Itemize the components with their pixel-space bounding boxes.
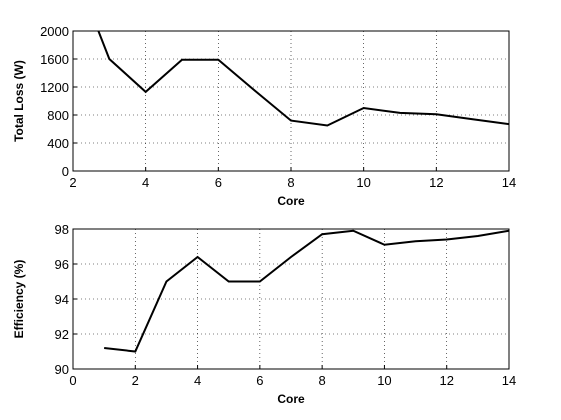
y-tick-label: 94 <box>55 292 69 307</box>
x-tick-label: 4 <box>142 175 149 190</box>
y-tick-label: 400 <box>47 136 69 151</box>
axes: 2 4 6 8 10 12 14 0 400 800 1200 1600 2000 Core Total L… <box>12 24 516 208</box>
x-tick-label: 0 <box>69 373 76 388</box>
x-tick-label: 8 <box>319 373 326 388</box>
y-tick-label: 2000 <box>40 24 69 39</box>
x-tick-label: 6 <box>215 175 222 190</box>
y-tick-label: 92 <box>55 327 69 342</box>
x-tick-label: 8 <box>287 175 294 190</box>
x-tick-label: 2 <box>132 373 139 388</box>
y-tick-label: 90 <box>55 362 69 377</box>
y-tick-label: 98 <box>55 222 69 237</box>
axes: 0 2 4 6 8 10 12 14 90 92 94 96 98 Core Efficiency (%) <box>12 222 516 406</box>
y-tick-label: 800 <box>47 108 69 123</box>
axes-box <box>72 30 510 172</box>
y-tick-label: 0 <box>62 164 69 179</box>
x-tick-label: 14 <box>502 175 516 190</box>
y-tick-label: 1600 <box>40 52 69 67</box>
x-tick-label: 12 <box>439 373 453 388</box>
y-tick-label: 96 <box>55 257 69 272</box>
axes-box <box>72 228 510 370</box>
data-line <box>104 229 509 353</box>
x-tick-label: 2 <box>69 175 76 190</box>
x-tick-label: 14 <box>502 373 516 388</box>
x-tick-label: 6 <box>256 373 263 388</box>
y-axis-label: Total Loss (W) <box>12 60 26 142</box>
y-axis-label: Efficiency (%) <box>12 260 26 339</box>
x-tick-label: 12 <box>429 175 443 190</box>
x-axis-label: Core <box>277 392 305 406</box>
x-tick-label: 10 <box>377 373 391 388</box>
data-line <box>97 31 509 127</box>
y-tick-label: 1200 <box>40 80 69 95</box>
x-axis-label: Core <box>277 194 305 208</box>
x-tick-label: 10 <box>356 175 370 190</box>
x-tick-label: 4 <box>194 373 201 388</box>
plot-area <box>73 229 509 369</box>
